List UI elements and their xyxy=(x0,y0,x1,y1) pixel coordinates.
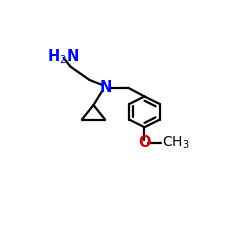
Text: H$_2$N: H$_2$N xyxy=(47,48,80,66)
Text: O: O xyxy=(138,135,151,150)
Text: N: N xyxy=(100,80,112,95)
Text: CH$_3$: CH$_3$ xyxy=(162,134,190,151)
